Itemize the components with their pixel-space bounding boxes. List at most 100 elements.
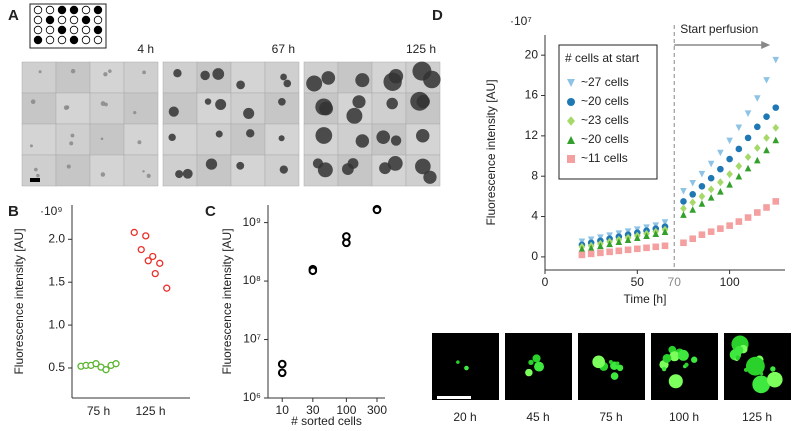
well — [33, 15, 43, 25]
point — [652, 243, 660, 251]
point — [624, 246, 632, 254]
point — [689, 191, 696, 198]
y-tick-label: 10⁷ — [243, 332, 261, 346]
spheroid — [175, 170, 184, 179]
point — [772, 136, 780, 144]
y-tick-label: 2.0 — [48, 231, 65, 245]
perfusion-x-label: 70 — [668, 275, 682, 289]
point — [151, 269, 159, 278]
spheroid — [383, 72, 402, 92]
legend-label: ~20 cells — [581, 94, 629, 108]
time-label: 67 h — [272, 42, 295, 56]
tile — [123, 154, 159, 187]
well — [93, 5, 103, 15]
spheroid — [215, 130, 223, 138]
legend-marker — [567, 79, 575, 87]
green-blob — [528, 359, 534, 366]
tile — [371, 92, 407, 125]
spheroid — [212, 68, 225, 80]
plate-wells — [33, 5, 103, 45]
y-tick-label: 10⁹ — [243, 215, 262, 229]
image-label: 100 h — [669, 410, 699, 424]
microscopy-grid — [21, 61, 441, 187]
point — [744, 153, 752, 161]
spheroid — [200, 70, 210, 81]
green-blob — [615, 361, 620, 366]
green-blob — [608, 360, 613, 364]
spheroid — [246, 129, 255, 138]
tile — [162, 123, 198, 156]
green-blob — [668, 374, 683, 389]
spheroid — [355, 134, 370, 148]
tile — [162, 61, 198, 94]
point — [643, 232, 650, 240]
green-blob — [691, 356, 698, 363]
point — [754, 123, 761, 131]
point — [698, 170, 706, 178]
spheroid — [236, 161, 245, 170]
tile — [55, 61, 91, 94]
tile — [264, 92, 300, 125]
well — [57, 15, 67, 25]
well — [69, 35, 79, 45]
point — [763, 146, 770, 154]
point — [689, 198, 696, 207]
tile — [123, 92, 159, 125]
x-tick-label: 100 — [336, 403, 356, 417]
point — [144, 257, 152, 265]
point — [606, 248, 613, 256]
green-blob — [766, 371, 783, 388]
point — [763, 204, 770, 211]
point — [717, 165, 724, 173]
green-blob — [610, 372, 619, 380]
spheroid — [317, 162, 333, 178]
well — [69, 25, 79, 35]
spheroid — [278, 97, 286, 106]
time-label: 4 h — [137, 42, 154, 56]
point — [744, 214, 752, 221]
point — [735, 162, 743, 171]
x-tick-label: 50 — [631, 275, 645, 289]
well — [69, 5, 79, 15]
point — [726, 155, 733, 163]
well — [45, 15, 55, 25]
point — [156, 259, 164, 267]
y-tick-label: 12 — [525, 128, 539, 142]
y-tick-label: 1.0 — [48, 317, 65, 331]
point — [772, 56, 780, 64]
point — [689, 179, 696, 187]
point — [763, 133, 770, 142]
point — [615, 247, 623, 255]
spheroid — [168, 106, 179, 117]
y-tick-label: 4 — [531, 209, 538, 223]
tile — [21, 61, 57, 94]
spheroid — [379, 162, 391, 175]
y-tick-label: 0.5 — [48, 360, 65, 374]
point — [372, 205, 382, 215]
well — [57, 5, 67, 15]
green-blob — [592, 355, 605, 369]
legend-marker — [567, 98, 575, 106]
point — [578, 245, 586, 253]
green-blob — [537, 366, 543, 372]
point — [772, 123, 780, 132]
y-axis-label: Fluorescence intensity [AU] — [220, 228, 234, 374]
point — [689, 235, 696, 243]
x-tick-label: 100 — [720, 275, 740, 289]
spheroid — [347, 158, 359, 169]
spheroid — [416, 94, 430, 109]
spheroid — [412, 61, 432, 81]
point — [606, 240, 613, 248]
panel-label: B — [8, 203, 19, 220]
spheroid — [137, 140, 142, 145]
point — [587, 244, 595, 252]
perfusion-label: Start perfusion — [680, 22, 758, 36]
spheroid — [146, 173, 151, 179]
y-axis-label: Fluorescence intensity [AU] — [484, 79, 498, 225]
spheroid — [142, 170, 145, 173]
green-blob — [464, 365, 469, 371]
point — [578, 251, 586, 259]
point — [680, 198, 687, 205]
green-blob — [752, 375, 771, 394]
green-blob — [735, 355, 741, 361]
